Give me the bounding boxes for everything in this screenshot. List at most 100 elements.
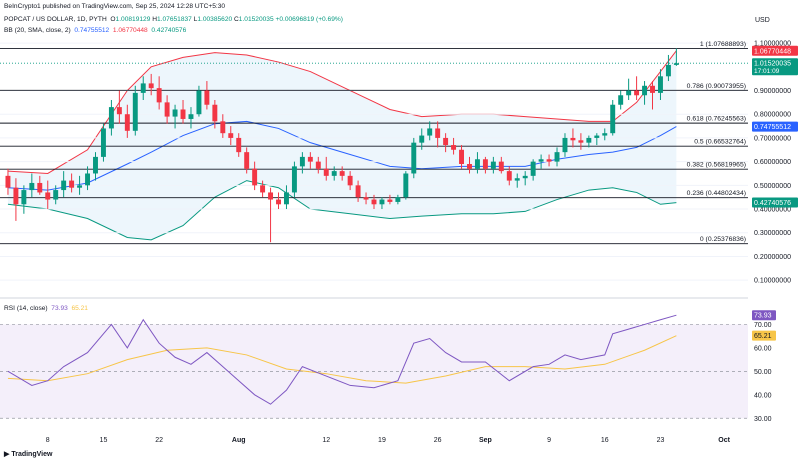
candle[interactable] — [252, 161, 258, 191]
candle[interactable] — [291, 161, 297, 198]
candle-body — [610, 104, 616, 134]
candle[interactable] — [260, 180, 266, 198]
candle[interactable] — [618, 90, 624, 110]
price-tick-label: 0.20000000 — [754, 254, 791, 261]
candle[interactable] — [658, 69, 663, 100]
candle-body — [658, 76, 663, 93]
candle[interactable] — [403, 171, 409, 200]
candle[interactable] — [498, 156, 504, 174]
candle[interactable] — [220, 114, 226, 138]
candle[interactable] — [459, 145, 464, 169]
candle[interactable] — [490, 156, 496, 174]
candle[interactable] — [37, 175, 43, 195]
candle[interactable] — [124, 104, 130, 138]
candle[interactable] — [5, 168, 11, 195]
price-axis[interactable]: 1.10000000 0.90000000 0.80000000 0.70000000… — [754, 41, 791, 285]
candle[interactable] — [236, 133, 242, 157]
candles[interactable] — [5, 48, 679, 243]
candle[interactable] — [148, 73, 154, 96]
candle[interactable] — [196, 85, 202, 117]
candle[interactable] — [411, 137, 417, 179]
candle[interactable] — [140, 76, 146, 100]
time-tick-label: 23 — [657, 437, 665, 444]
candle[interactable] — [451, 137, 457, 155]
candle[interactable] — [427, 121, 433, 141]
candle[interactable] — [323, 156, 329, 181]
candle[interactable] — [45, 180, 51, 210]
candle[interactable] — [650, 81, 655, 110]
candle[interactable] — [276, 192, 281, 210]
candle[interactable] — [371, 194, 377, 210]
candle[interactable] — [164, 95, 170, 124]
time-axis[interactable]: 8 15 22 Aug 12 19 26 Sep 9 16 23 Oct — [46, 437, 731, 444]
candle[interactable] — [93, 152, 98, 181]
candle[interactable] — [379, 197, 385, 210]
candle[interactable] — [363, 192, 369, 205]
candle[interactable] — [212, 100, 218, 129]
candle[interactable] — [578, 133, 584, 150]
candle-body — [339, 171, 345, 176]
candle[interactable] — [514, 173, 520, 188]
candle[interactable] — [482, 156, 488, 174]
candle-body — [618, 95, 624, 105]
candle[interactable] — [77, 175, 83, 195]
candle[interactable] — [387, 194, 393, 205]
candle-body — [148, 83, 154, 89]
candle[interactable] — [180, 100, 186, 124]
candle[interactable] — [395, 194, 401, 205]
candle[interactable] — [61, 171, 67, 198]
candle[interactable] — [602, 128, 608, 141]
candle[interactable] — [228, 126, 234, 146]
candle[interactable] — [116, 90, 122, 124]
tradingview-logo-text: TradingView — [11, 451, 53, 458]
candle[interactable] — [244, 147, 250, 174]
candle[interactable] — [339, 166, 345, 181]
candle[interactable] — [562, 133, 568, 157]
candle[interactable] — [642, 81, 648, 105]
candle[interactable] — [69, 173, 75, 193]
candle-body — [315, 161, 321, 169]
candle[interactable] — [100, 123, 106, 162]
candle[interactable] — [156, 76, 162, 110]
candle[interactable] — [610, 100, 616, 136]
candle[interactable] — [355, 180, 361, 202]
candle[interactable] — [268, 187, 274, 243]
candle[interactable] — [204, 81, 210, 110]
candle[interactable] — [586, 135, 592, 148]
candle[interactable] — [299, 152, 305, 174]
candle[interactable] — [284, 185, 289, 210]
candle[interactable] — [307, 152, 313, 169]
candle[interactable] — [538, 154, 544, 169]
candle[interactable] — [347, 171, 353, 191]
candle[interactable] — [522, 171, 528, 186]
candle[interactable] — [188, 107, 194, 129]
candle[interactable] — [443, 133, 449, 153]
candle[interactable] — [21, 185, 27, 214]
candle[interactable] — [546, 154, 552, 167]
candle[interactable] — [29, 173, 35, 198]
candle[interactable] — [331, 166, 337, 181]
candle[interactable] — [435, 121, 441, 148]
candle[interactable] — [530, 159, 536, 181]
candle[interactable] — [53, 185, 59, 205]
candle[interactable] — [419, 128, 425, 150]
candle[interactable] — [673, 48, 679, 66]
candle[interactable] — [315, 156, 321, 174]
candle-body — [69, 180, 75, 188]
candle[interactable] — [554, 147, 560, 167]
candle[interactable] — [13, 178, 19, 221]
candle[interactable] — [474, 152, 480, 174]
candle[interactable] — [665, 54, 671, 82]
candle[interactable] — [85, 166, 90, 191]
candle[interactable] — [570, 128, 576, 148]
candle[interactable] — [634, 76, 640, 100]
candle[interactable] — [108, 100, 114, 136]
candle[interactable] — [506, 166, 512, 186]
rsi-ma-value: 65.21 — [71, 305, 88, 312]
candle[interactable] — [626, 78, 632, 100]
candle[interactable] — [594, 133, 600, 146]
candle[interactable] — [132, 85, 138, 136]
candle[interactable] — [172, 104, 178, 129]
candle[interactable] — [467, 156, 472, 174]
